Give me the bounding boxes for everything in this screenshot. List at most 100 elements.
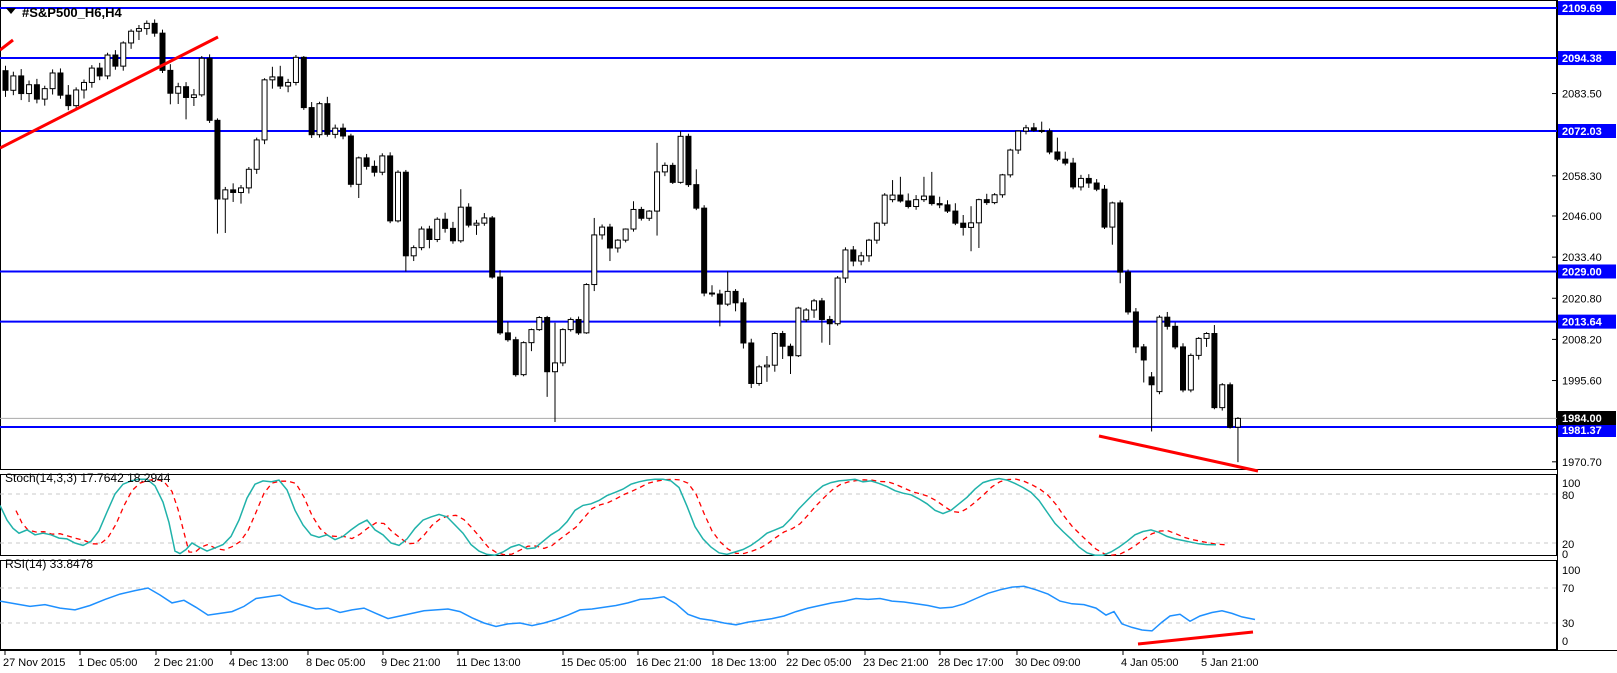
candle-body bbox=[622, 228, 629, 241]
candle-body bbox=[340, 127, 347, 137]
candle-body bbox=[198, 57, 205, 96]
candle-body bbox=[1172, 325, 1179, 348]
candle-body bbox=[481, 217, 488, 224]
candle-body bbox=[1140, 346, 1147, 361]
time-label: 2 Dec 21:00 bbox=[154, 657, 213, 669]
candle-body bbox=[1234, 417, 1241, 428]
candle-body bbox=[308, 107, 315, 136]
candle-body bbox=[1203, 333, 1210, 339]
candle-body bbox=[81, 81, 87, 91]
candle-body bbox=[190, 94, 197, 98]
horizontal-level-lines[interactable] bbox=[0, 7, 1557, 428]
time-label: 28 Dec 17:00 bbox=[938, 657, 1003, 669]
candle-body bbox=[669, 164, 676, 183]
candle-body bbox=[332, 127, 339, 135]
trend-line[interactable] bbox=[0, 38, 14, 52]
main-panel-border bbox=[0, 0, 1557, 470]
candle-body bbox=[1085, 177, 1092, 184]
time-axis[interactable]: 27 Nov 2015 1 Dec 05:00 2 Dec 21:00 4 Dec 1… bbox=[0, 650, 1617, 669]
trend-line[interactable] bbox=[1098, 434, 1259, 473]
candle-body bbox=[834, 277, 841, 325]
rsi-trend-line[interactable] bbox=[1137, 630, 1254, 646]
candle-body bbox=[858, 255, 865, 262]
price-level-tag-text: 2029.00 bbox=[1562, 266, 1602, 278]
indicator-axis-label: 100 bbox=[1562, 565, 1580, 577]
candle-body bbox=[395, 171, 401, 222]
time-label: 8 Dec 05:00 bbox=[306, 657, 365, 669]
price-level-tag bbox=[1558, 1, 1616, 16]
candle-body bbox=[1219, 384, 1226, 409]
candle-body bbox=[1187, 354, 1194, 391]
price-axis[interactable]: 2109.69 2094.38 2072.03 2029.00 2013.64 1981.… bbox=[1552, 1, 1616, 469]
candlestick-series bbox=[2, 19, 1241, 463]
candle-body bbox=[599, 226, 606, 236]
price-level-tag bbox=[1558, 51, 1616, 66]
rsi-line bbox=[0, 585, 1256, 632]
price-level-tag-text: 2109.69 bbox=[1562, 3, 1602, 15]
candle-body bbox=[1109, 202, 1116, 228]
candle-body bbox=[552, 362, 558, 373]
candle-body bbox=[960, 222, 967, 228]
candle-body bbox=[1227, 384, 1234, 428]
candle-body bbox=[740, 302, 747, 344]
candle-body bbox=[779, 333, 786, 347]
candle-body bbox=[449, 227, 456, 242]
rsi-indicator-label: RSI(14) 33.8478 bbox=[5, 557, 93, 571]
price-label: 2008.20 bbox=[1562, 334, 1602, 346]
candle-body bbox=[575, 318, 582, 334]
candle-body bbox=[536, 317, 543, 331]
candle-body bbox=[135, 28, 142, 32]
symbol-dropdown-icon[interactable] bbox=[6, 8, 16, 14]
candle-body bbox=[630, 208, 637, 230]
indicator-axis-label: 100 bbox=[1562, 478, 1580, 490]
candle-body bbox=[230, 189, 237, 193]
candle-body bbox=[685, 135, 692, 186]
candle-body bbox=[928, 195, 935, 205]
price-level-tag bbox=[1558, 423, 1616, 437]
candle-body bbox=[646, 210, 653, 219]
candle-body bbox=[410, 247, 417, 257]
panel-frames bbox=[0, 0, 1558, 650]
candle-body bbox=[583, 284, 590, 334]
candle-body bbox=[1062, 158, 1069, 164]
candle-body bbox=[952, 210, 959, 224]
candle-body bbox=[88, 67, 95, 83]
candle-body bbox=[10, 75, 17, 91]
candle-body bbox=[520, 342, 527, 376]
candle-body bbox=[818, 300, 825, 320]
candle-body bbox=[363, 157, 370, 167]
candle-body bbox=[159, 32, 166, 71]
time-label: 30 Dec 09:00 bbox=[1015, 657, 1080, 669]
candle-body bbox=[661, 164, 668, 173]
trend-lines[interactable] bbox=[0, 35, 1259, 473]
time-label: 23 Dec 21:00 bbox=[863, 657, 928, 669]
candle-body bbox=[842, 249, 849, 279]
candle-body bbox=[387, 155, 394, 222]
candle-body bbox=[771, 333, 778, 366]
candle-body bbox=[787, 345, 794, 357]
candle-body bbox=[316, 103, 323, 136]
candle-body bbox=[473, 222, 480, 226]
candle-body bbox=[850, 249, 857, 262]
time-label: 16 Dec 21:00 bbox=[636, 657, 701, 669]
price-level-tag bbox=[1558, 264, 1616, 279]
rsi-panel-border bbox=[0, 560, 1557, 650]
candle-body bbox=[253, 139, 260, 170]
candle-body bbox=[418, 228, 425, 249]
candle-body bbox=[1132, 311, 1139, 348]
candle-body bbox=[826, 318, 833, 325]
indicator-axis-label: 30 bbox=[1562, 618, 1574, 630]
rsi-panel[interactable]: 100 70 30 0 bbox=[0, 565, 1580, 648]
candle-body bbox=[889, 194, 896, 201]
candle-body bbox=[167, 69, 174, 94]
candle-body bbox=[1195, 337, 1202, 356]
bid-price-tag-text: 1984.00 bbox=[1562, 413, 1602, 425]
trend-line[interactable] bbox=[0, 35, 219, 150]
time-label: 22 Dec 05:00 bbox=[786, 657, 851, 669]
candle-body bbox=[175, 86, 182, 94]
candle-body bbox=[638, 208, 645, 219]
candle-body bbox=[245, 168, 252, 189]
time-label: 11 Dec 13:00 bbox=[456, 657, 521, 669]
